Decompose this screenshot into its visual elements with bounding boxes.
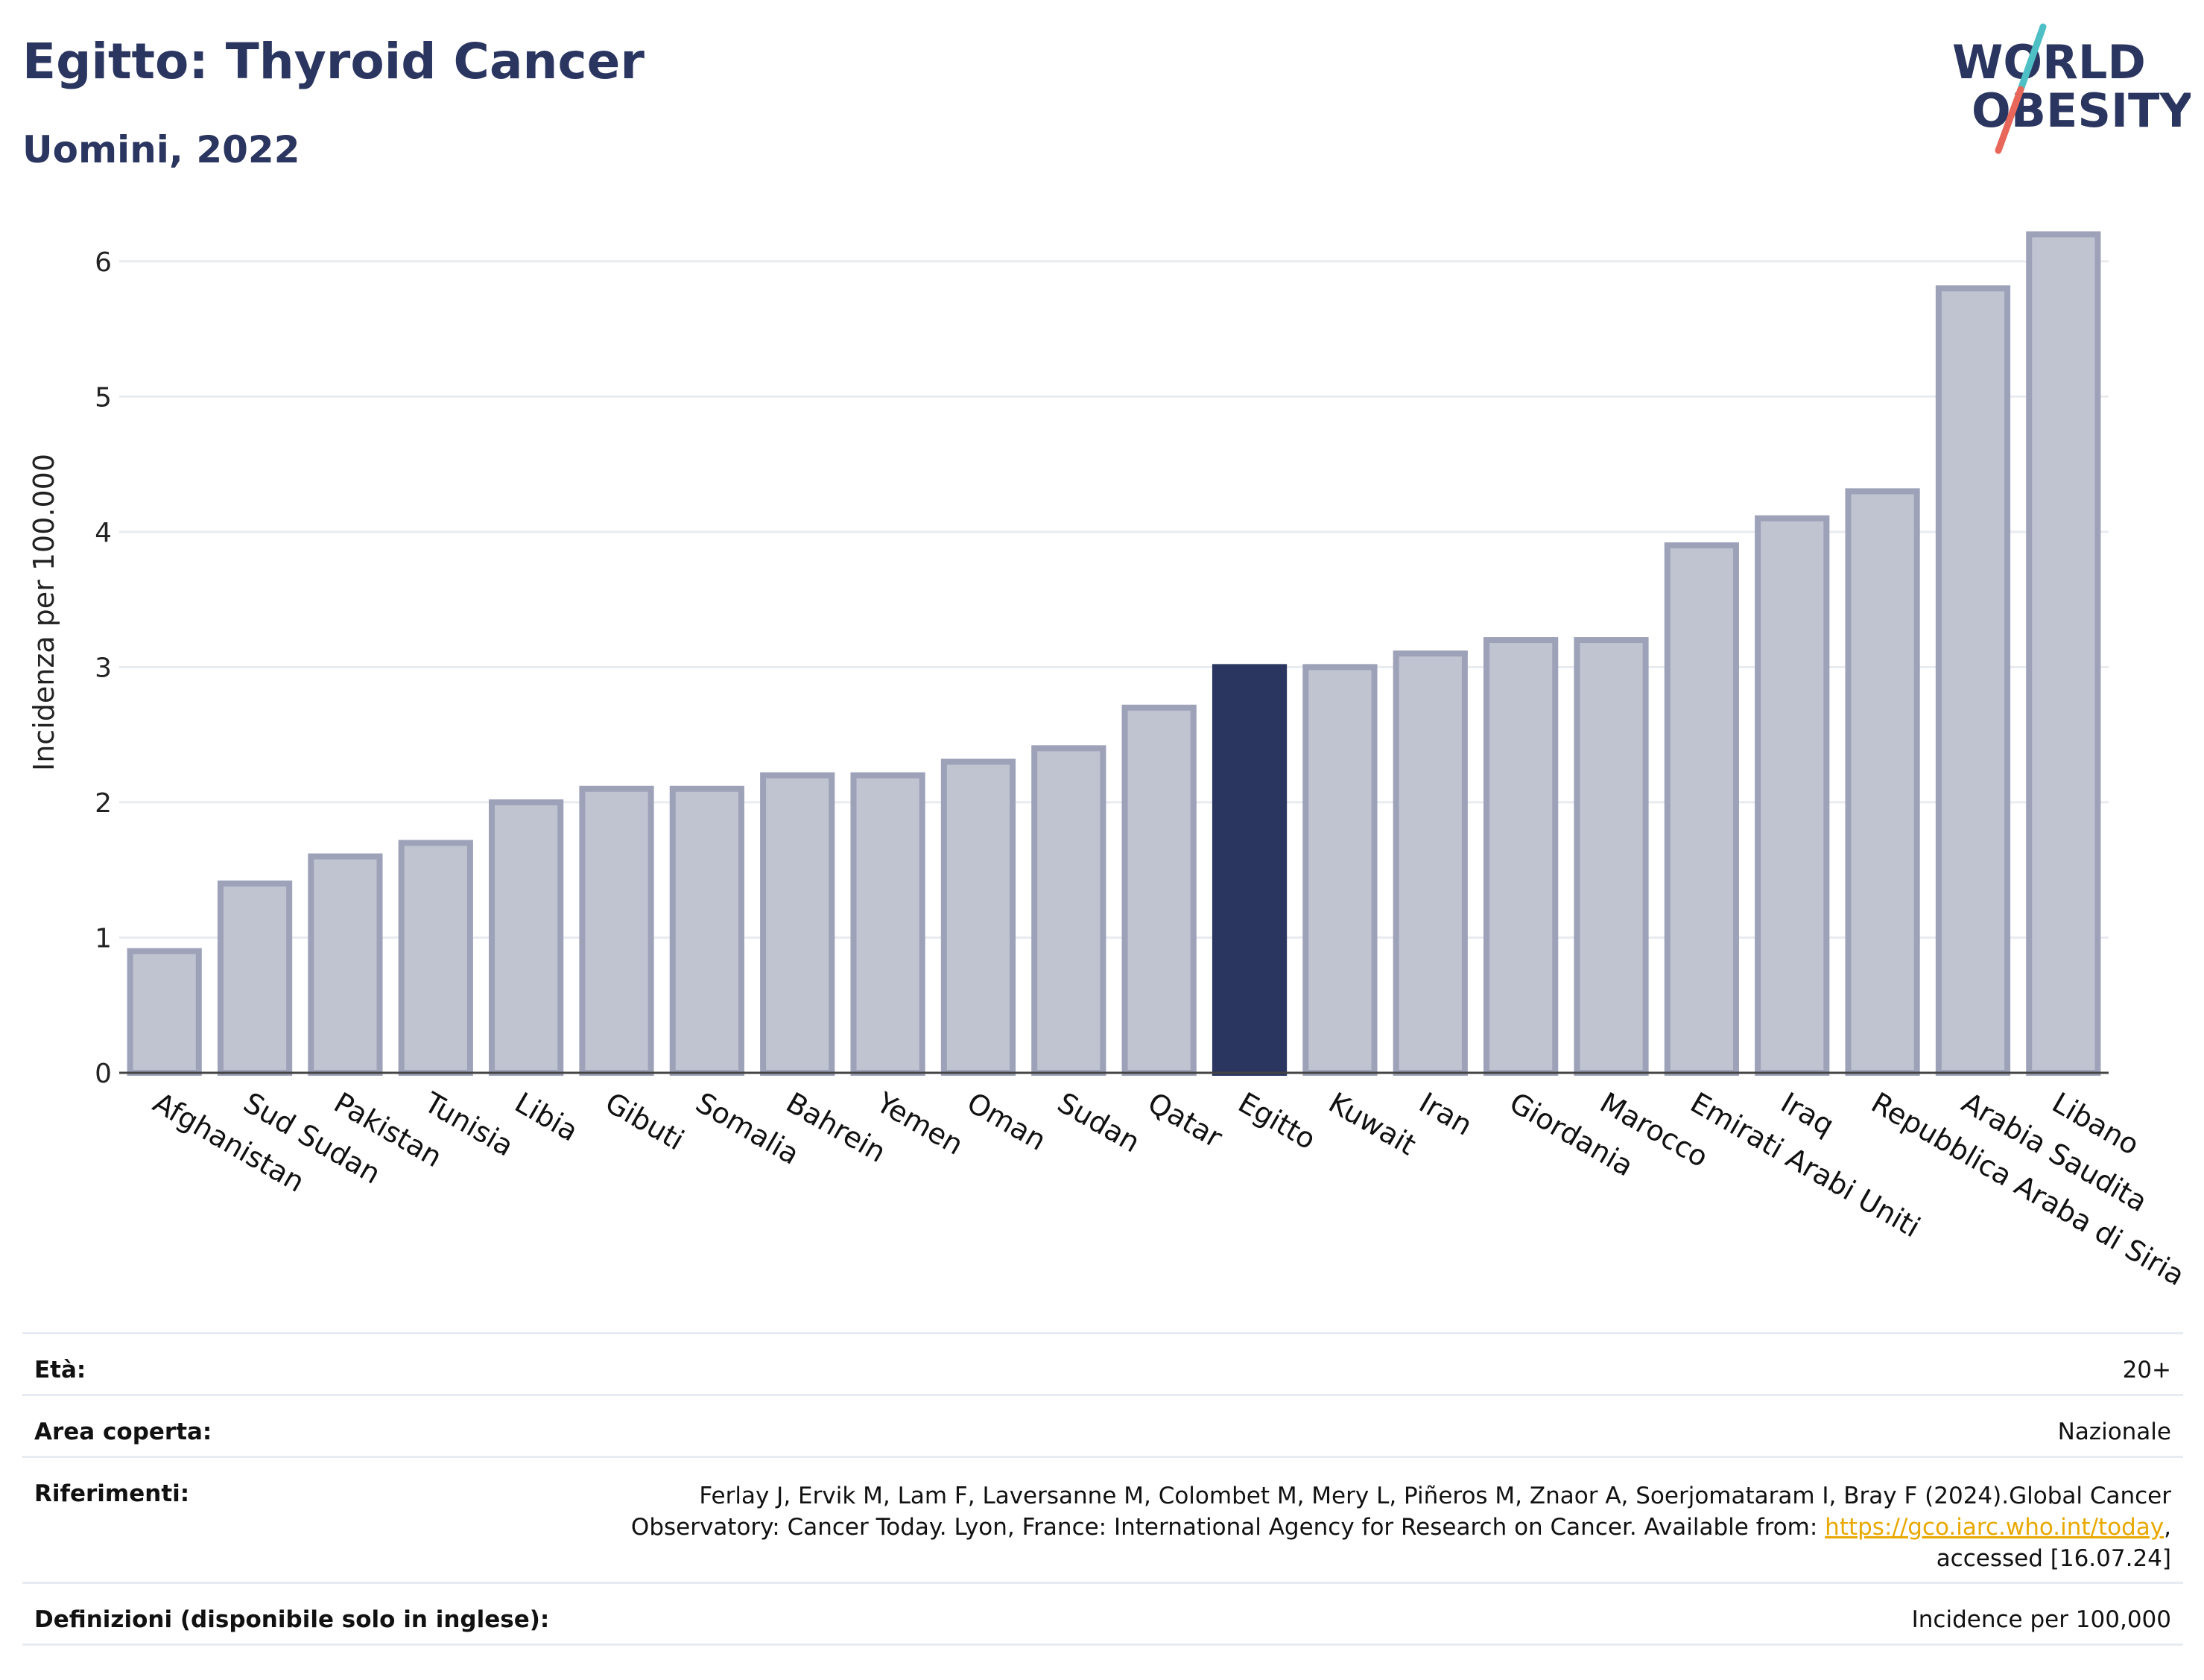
references-label: Riferimenti:: [34, 1480, 190, 1507]
area-label: Area coperta:: [34, 1419, 212, 1445]
y-tick-label: 5: [95, 382, 112, 413]
x-tick-label: Libia: [510, 1086, 584, 1148]
bar-marocco: [1574, 637, 1649, 1076]
bar-oman: [940, 758, 1016, 1076]
references-value: Ferlay J, Ervik M, Lam F, Laversanne M, …: [631, 1458, 2183, 1582]
x-tick-label: Oman: [961, 1086, 1051, 1157]
bar-gibuti: [579, 785, 654, 1077]
logo-slash-coral: [1995, 86, 2024, 154]
bar-emirati-arabi-uniti: [1664, 542, 1739, 1076]
y-tick-label: 4: [95, 518, 112, 548]
y-axis-ticks: 0 1 2 3 4 5 6: [95, 247, 112, 1089]
bar-iran: [1393, 650, 1468, 1076]
bar-yemen: [850, 772, 925, 1076]
bar-arabia-saudita: [1935, 285, 2011, 1077]
x-tick-label: Bahrein: [781, 1086, 892, 1169]
bar-iraq: [1755, 515, 1830, 1076]
x-tick-label: Gibuti: [600, 1086, 689, 1157]
world-obesity-logo: WORLD OBESITY: [1952, 23, 2191, 154]
x-tick-label: Egitto: [1233, 1086, 1322, 1156]
age-label: Età:: [34, 1357, 86, 1383]
x-tick-label: Qatar: [1142, 1086, 1228, 1155]
bar-afghanistan: [127, 948, 202, 1076]
bar-giordania: [1483, 637, 1559, 1076]
reference-line-2-suffix: ,: [2164, 1514, 2171, 1541]
bar-tunisia: [398, 840, 473, 1077]
bar-somalia: [669, 785, 744, 1077]
y-tick-label: 1: [95, 923, 112, 954]
y-tick-label: 3: [95, 653, 112, 683]
bar-qatar: [1121, 704, 1197, 1076]
meta-row-age: Età: 20+: [22, 1332, 2183, 1394]
meta-row-definitions: Definizioni (disponibile solo in inglese…: [22, 1582, 2183, 1646]
age-value: 20+: [2122, 1357, 2171, 1383]
bar-libia: [489, 799, 564, 1077]
bar-repubblica-araba-di-siria: [1845, 488, 1920, 1076]
bar-pakistan: [308, 853, 383, 1076]
bar-kuwait: [1302, 664, 1378, 1076]
logo-line1: WORLD: [1952, 35, 2146, 89]
meta-row-references: Riferimenti: Ferlay J, Ervik M, Lam F, L…: [22, 1456, 2183, 1582]
x-tick-label: Iran: [1413, 1086, 1478, 1142]
reference-line-3: accessed [16.07.24]: [1936, 1545, 2171, 1572]
bar-libano: [2026, 231, 2101, 1076]
definitions-label: Definizioni (disponibile solo in inglese…: [34, 1606, 550, 1633]
y-tick-label: 2: [95, 788, 112, 819]
chart-title: Egitto: Thyroid Cancer: [22, 33, 645, 90]
logo-slash-teal: [2017, 23, 2047, 93]
bar-egitto: [1212, 664, 1288, 1076]
metadata-table: Età: 20+ Area coperta: Nazionale Riferim…: [22, 1332, 2183, 1646]
x-tick-label: Kuwait: [1323, 1086, 1422, 1162]
chart-subtitle: Uomini, 2022: [22, 128, 300, 171]
y-tick-label: 0: [95, 1059, 112, 1089]
meta-row-area: Area coperta: Nazionale: [22, 1394, 2183, 1456]
x-tick-label: Afghanistan: [148, 1086, 310, 1199]
x-tick-label: Somalia: [690, 1086, 805, 1171]
y-axis-label: Incidenza per 100.000: [28, 454, 60, 771]
y-tick-label: 6: [95, 247, 112, 278]
bar-bahrein: [760, 772, 835, 1076]
reference-line-2: Observatory: Cancer Today. Lyon, France:…: [631, 1512, 2171, 1543]
bar-sud-sudan: [217, 880, 293, 1077]
area-value: Nazionale: [2057, 1419, 2171, 1445]
x-tick-label: Sudan: [1052, 1086, 1146, 1159]
reference-link[interactable]: https://gco.iarc.who.int/today: [1825, 1514, 2165, 1541]
bar-sudan: [1031, 745, 1106, 1076]
definitions-value: Incidence per 100,000: [1911, 1606, 2171, 1633]
reference-line-2-text: Observatory: Cancer Today. Lyon, France:…: [630, 1514, 1825, 1541]
bars: [127, 231, 2101, 1077]
reference-line-1: Ferlay J, Ervik M, Lam F, Laversanne M, …: [699, 1483, 2171, 1509]
